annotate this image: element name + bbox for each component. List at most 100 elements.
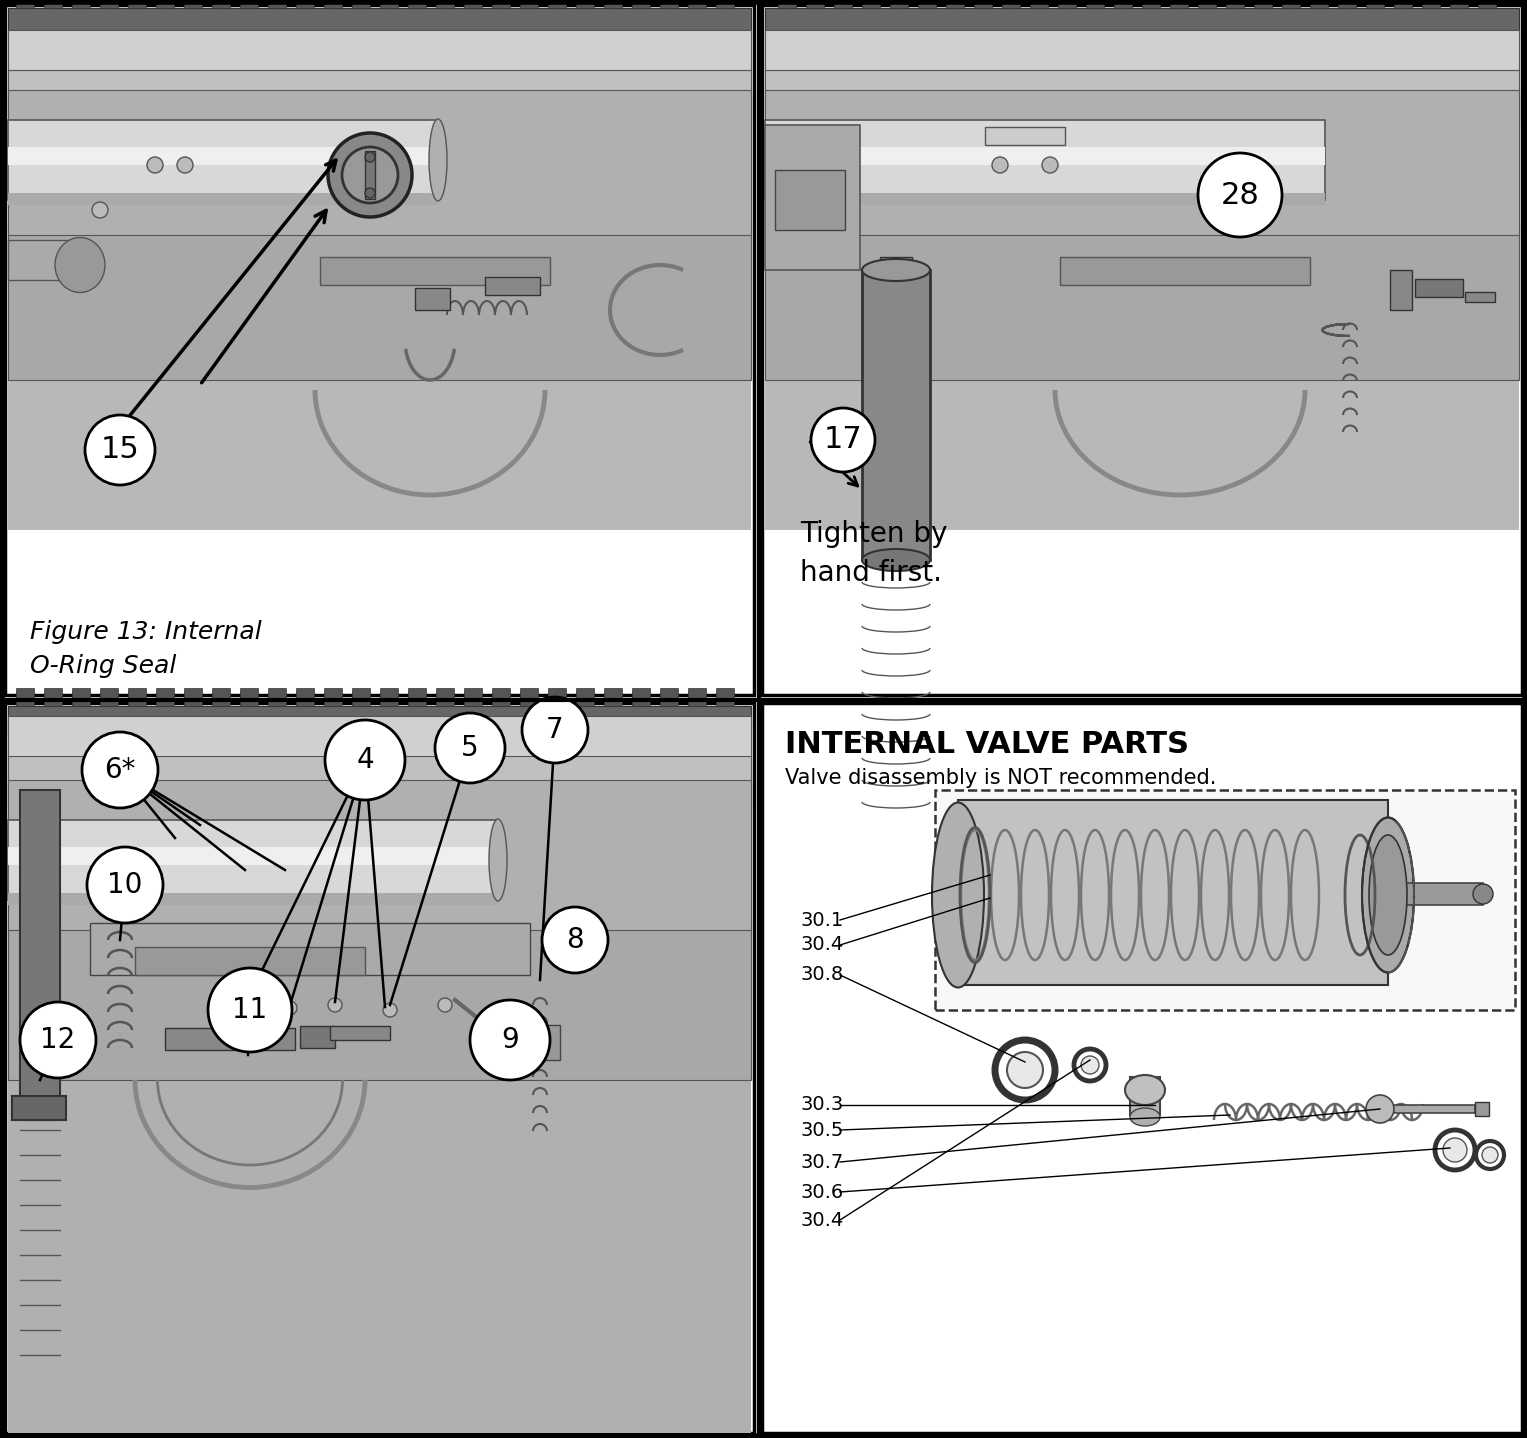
Bar [632, 687, 649, 706]
Bar [464, 0, 481, 9]
Text: 8: 8 [567, 926, 583, 953]
Bar [8, 30, 751, 70]
Bar [43, 0, 61, 9]
Text: Figure 13: Internal
O-Ring Seal: Figure 13: Internal O-Ring Seal [31, 620, 261, 677]
Bar [8, 224, 751, 380]
Bar [8, 755, 751, 810]
Bar [777, 0, 796, 9]
Bar [240, 0, 258, 9]
Bar [1475, 1102, 1489, 1116]
Bar [296, 687, 313, 706]
Circle shape [20, 1002, 96, 1078]
Text: Valve disassembly is NOT recommended.: Valve disassembly is NOT recommended. [785, 768, 1217, 788]
Circle shape [342, 147, 399, 203]
Circle shape [1474, 884, 1493, 905]
Bar [8, 147, 438, 165]
Bar [918, 0, 936, 9]
Circle shape [87, 847, 163, 923]
Circle shape [147, 157, 163, 173]
Bar [212, 687, 229, 706]
Bar [1422, 0, 1440, 9]
Bar [1310, 0, 1328, 9]
Bar [134, 948, 365, 975]
Bar [765, 224, 1519, 380]
Bar [1115, 0, 1132, 9]
Bar [408, 687, 426, 706]
Bar [947, 0, 964, 9]
Circle shape [86, 416, 156, 485]
Text: 30.3: 30.3 [800, 1096, 843, 1114]
Bar [1130, 1077, 1161, 1114]
Bar [1390, 270, 1412, 311]
Bar [1367, 0, 1383, 9]
Bar [505, 1025, 560, 1060]
Bar [1338, 0, 1356, 9]
Bar [212, 0, 229, 9]
Bar [8, 706, 751, 1434]
Text: 30.4: 30.4 [800, 936, 843, 955]
Bar [765, 147, 1325, 165]
Bar [776, 170, 844, 230]
Bar [1142, 0, 1161, 9]
Bar [8, 779, 751, 930]
Bar [765, 9, 1519, 36]
Bar [660, 687, 678, 706]
Text: 9: 9 [501, 1025, 519, 1054]
Bar [880, 257, 912, 275]
Bar [603, 0, 621, 9]
Circle shape [365, 188, 376, 198]
Bar [435, 0, 454, 9]
Bar [183, 687, 202, 706]
Bar [296, 0, 313, 9]
Circle shape [328, 998, 342, 1012]
Bar [43, 687, 61, 706]
Circle shape [328, 132, 412, 217]
Bar [863, 0, 880, 9]
Bar [974, 0, 993, 9]
Text: 30.6: 30.6 [800, 1182, 843, 1202]
Ellipse shape [1130, 1109, 1161, 1126]
Circle shape [435, 713, 505, 784]
Bar [1060, 257, 1310, 285]
Circle shape [208, 968, 292, 1053]
Bar [8, 9, 751, 531]
Bar [8, 893, 498, 905]
Circle shape [365, 152, 376, 162]
Ellipse shape [1125, 1076, 1165, 1104]
Ellipse shape [863, 259, 930, 280]
Bar [183, 0, 202, 9]
Circle shape [383, 1002, 397, 1017]
Text: 10: 10 [107, 871, 142, 899]
Circle shape [1081, 1055, 1099, 1074]
Bar [15, 687, 34, 706]
Bar [435, 687, 454, 706]
Bar [519, 0, 538, 9]
Bar [765, 125, 860, 270]
Bar [486, 278, 541, 295]
Bar [415, 288, 450, 311]
Bar [5, 4, 754, 695]
Bar [985, 127, 1064, 145]
Bar [762, 4, 1522, 695]
Bar [72, 0, 90, 9]
Bar [8, 193, 438, 206]
Circle shape [177, 157, 192, 173]
Bar [1478, 0, 1496, 9]
Text: Tighten by
hand first.: Tighten by hand first. [800, 521, 947, 587]
Text: 7: 7 [547, 716, 563, 743]
Text: 30.4: 30.4 [800, 1211, 843, 1229]
Bar [660, 0, 678, 9]
Bar [765, 193, 1325, 206]
Bar [762, 703, 1522, 1434]
Circle shape [811, 408, 875, 472]
Bar [90, 923, 530, 975]
Text: 15: 15 [101, 436, 139, 464]
Circle shape [542, 907, 608, 974]
Circle shape [238, 1001, 252, 1015]
Bar [1394, 0, 1412, 9]
Bar [687, 0, 705, 9]
Bar [1002, 0, 1020, 9]
Bar [299, 1025, 334, 1048]
Circle shape [993, 157, 1008, 173]
Bar [765, 30, 1519, 70]
